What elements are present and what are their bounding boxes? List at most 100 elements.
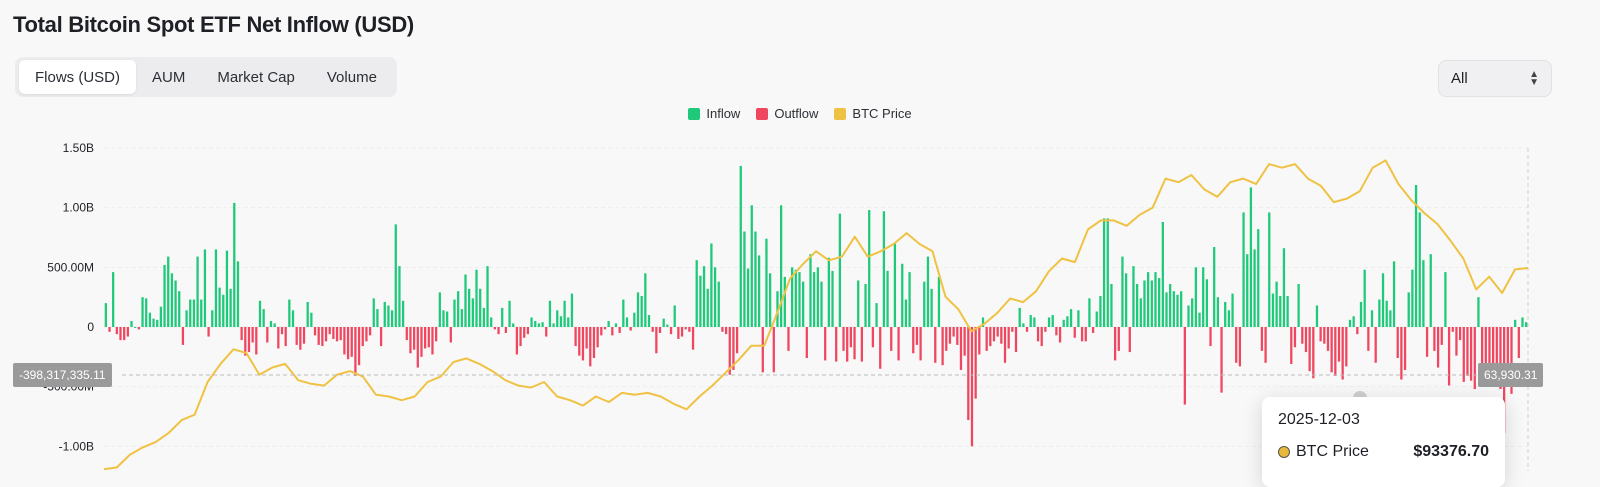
inflow-bar — [269, 321, 273, 327]
outflow-bar — [302, 327, 306, 344]
outflow-bar — [721, 327, 724, 332]
tab-aum[interactable]: AUM — [152, 68, 186, 86]
outflow-bar — [427, 327, 430, 348]
outflow-bar — [585, 327, 588, 349]
inflow-bar — [1381, 273, 1385, 327]
inflow-bar — [1249, 187, 1253, 327]
legend-swatch-inflow — [688, 107, 701, 120]
inflow-bar — [791, 267, 794, 327]
legend-item-btc-price[interactable]: BTC Price — [834, 106, 912, 121]
outflow-bar — [732, 327, 735, 370]
outflow-bar — [1312, 327, 1315, 379]
outflow-bar — [526, 327, 530, 335]
inflow-bar — [809, 254, 812, 327]
inflow-bar — [904, 299, 908, 327]
outflow-bar — [1091, 327, 1095, 333]
inflow-bar — [1282, 248, 1286, 327]
outflow-bar — [1506, 327, 1509, 370]
inflow-bar — [1147, 272, 1150, 327]
inflow-bar — [1525, 322, 1528, 327]
inflow-bar — [438, 292, 441, 327]
outflow-bar — [1440, 327, 1443, 345]
inflow-bar — [1066, 316, 1069, 327]
inflow-bar — [1191, 298, 1194, 327]
inflow-bar — [112, 272, 115, 327]
outflow-bar — [1484, 327, 1487, 378]
inflow-bar — [893, 243, 897, 327]
outflow-bar — [313, 327, 317, 336]
inflow-bar — [225, 250, 229, 327]
inflow-bar — [739, 165, 742, 327]
outflow-bar — [519, 327, 522, 347]
range-select[interactable]: All ▲ ▼ — [1438, 60, 1552, 97]
outflow-bar — [589, 327, 592, 367]
inflow-bar — [798, 272, 801, 327]
inflow-bar — [1363, 269, 1366, 327]
legend-label: BTC Price — [852, 106, 912, 121]
inflow-bar — [717, 281, 720, 327]
outflow-bar — [357, 327, 361, 366]
outflow-bar — [1011, 327, 1014, 332]
inflow-bar — [1172, 291, 1175, 327]
outflow-bar — [967, 327, 970, 421]
y-tick-label: 1.00B — [63, 201, 94, 215]
inflow-bar — [820, 281, 823, 327]
outflow-bar — [328, 327, 331, 335]
inflow-bar — [214, 249, 218, 327]
outflow-bar — [1425, 327, 1429, 357]
inflow-bar — [134, 327, 137, 328]
y-tick-label: 500.00M — [47, 260, 94, 274]
legend-item-inflow[interactable]: Inflow — [688, 106, 740, 121]
outflow-bar — [871, 327, 875, 348]
inflow-bar — [1253, 249, 1256, 327]
outflow-bar — [1319, 327, 1322, 342]
inflow-bar — [1213, 247, 1216, 327]
inflow-bar — [908, 272, 911, 327]
outflow-bar — [1290, 327, 1293, 364]
outflow-bar — [1308, 327, 1311, 372]
outflow-bar — [1080, 327, 1084, 342]
outflow-bar — [853, 327, 856, 360]
outflow-bar — [1117, 327, 1120, 351]
outflow-bar — [1396, 327, 1399, 359]
outflow-bar — [1113, 327, 1117, 361]
tab-volume[interactable]: Volume — [326, 68, 377, 86]
outflow-bar — [1433, 327, 1436, 351]
inflow-bar — [563, 300, 566, 327]
outflow-bar — [846, 327, 849, 362]
tab-market-cap[interactable]: Market Cap — [217, 68, 295, 86]
outflow-bar — [658, 327, 662, 333]
outflow-bar — [952, 327, 955, 337]
outflow-bar — [611, 327, 614, 336]
outflow-bar — [849, 327, 853, 348]
inflow-bar — [636, 292, 640, 327]
inflow-bar — [163, 264, 166, 327]
inflow-bar — [706, 288, 709, 327]
inflow-bar — [779, 205, 783, 327]
chevron-up-down-icon: ▲ ▼ — [1529, 68, 1539, 88]
inflow-bar — [783, 276, 786, 327]
outflow-bar — [1003, 327, 1007, 363]
tab-flows[interactable]: Flows (USD) — [19, 60, 136, 94]
outflow-bar — [684, 327, 687, 330]
outflow-bar — [970, 327, 974, 447]
outflow-bar — [728, 327, 731, 375]
inflow-bar — [1062, 319, 1065, 327]
inflow-bar — [203, 249, 207, 327]
inflow-bar — [394, 224, 397, 327]
outflow-bar — [978, 327, 981, 355]
inflow-bar — [827, 257, 830, 327]
outflow-bar — [1455, 327, 1458, 356]
outflow-bar — [1323, 327, 1326, 344]
outflow-bar — [1128, 327, 1131, 353]
outflow-bar — [1055, 327, 1058, 336]
inflow-bar — [273, 323, 276, 327]
outflow-bar — [1337, 327, 1341, 362]
inflow-bar — [1143, 280, 1146, 327]
legend-item-outflow[interactable]: Outflow — [756, 106, 818, 121]
outflow-bar — [1304, 327, 1308, 353]
outflow-bar — [1469, 327, 1473, 381]
outflow-bar — [1058, 327, 1062, 343]
inflow-bar — [710, 243, 713, 327]
